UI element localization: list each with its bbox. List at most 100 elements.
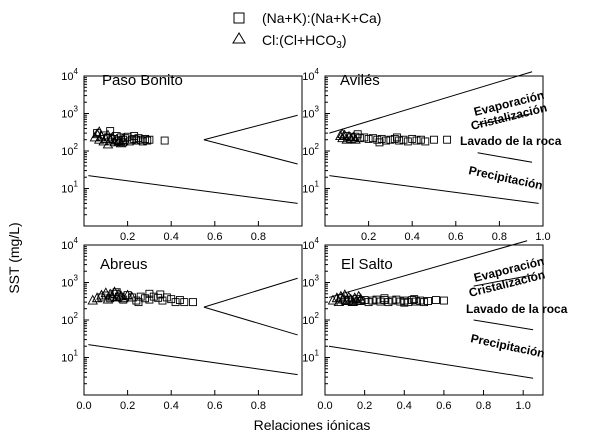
- triangle-point: [333, 296, 345, 307]
- boundary-line: [203, 306, 298, 336]
- triangle-point: [100, 287, 112, 298]
- square-point: [380, 294, 389, 303]
- square-point: [410, 295, 419, 304]
- x-tick-label: 0.0: [76, 400, 91, 412]
- y-tick-label: 103: [302, 105, 319, 121]
- x-tick-label: 0.2: [357, 400, 372, 412]
- y-tick-label-exponent: 3: [74, 274, 79, 283]
- square-point: [430, 135, 438, 144]
- y-tick-label-exponent: 1: [74, 349, 79, 358]
- y-tick-label-base: 10: [61, 278, 73, 290]
- y-tick-label: 101: [61, 180, 78, 196]
- square-point: [404, 298, 413, 307]
- y-tick-label-base: 10: [61, 146, 73, 158]
- y-tick-label-exponent: 2: [74, 311, 79, 320]
- square-point: [149, 292, 158, 301]
- y-tick-label-base: 10: [61, 315, 73, 327]
- y-tick-label: 103: [61, 105, 78, 121]
- square-point: [143, 136, 152, 145]
- triangle-point: [111, 291, 122, 302]
- x-tick-label: 0.4: [164, 231, 179, 243]
- x-ticks: [368, 221, 544, 226]
- y-tick-label: 102: [61, 311, 78, 327]
- legend-square-marker: [233, 12, 245, 24]
- triangle-point: [115, 290, 127, 301]
- y-tick-label-base: 10: [61, 109, 73, 121]
- x-tick-label: 0.6: [207, 400, 222, 412]
- square-point: [156, 290, 165, 299]
- triangle-point: [91, 128, 103, 139]
- square-point: [141, 134, 149, 143]
- x-tick-label: 0.4: [405, 231, 420, 243]
- data-points: [327, 289, 448, 307]
- x-axis-title: Relaciones iónicas: [254, 417, 371, 433]
- triangle-point: [91, 292, 103, 303]
- boundary-lines: [328, 240, 534, 379]
- square-point: [390, 134, 399, 143]
- triangle-point: [102, 138, 114, 149]
- square-point: [386, 135, 395, 144]
- legend-triangle-marker: [232, 32, 246, 44]
- y-axis-title: SST (mg/L): [6, 222, 22, 293]
- boundary-line: [473, 274, 534, 287]
- square-point: [373, 135, 382, 144]
- triangle-point: [109, 136, 120, 147]
- x-tick-labels: 0.2 0.4 0.6 0.8: [120, 231, 266, 243]
- y-tick-label: 103: [61, 274, 78, 290]
- square-point: [136, 292, 145, 301]
- square-point: [416, 135, 425, 144]
- square-point: [443, 135, 452, 144]
- square-point: [132, 136, 141, 145]
- y-ticks: [325, 77, 330, 227]
- square-point: [189, 298, 197, 307]
- y-tick-label-base: 10: [61, 353, 73, 365]
- y-tick-label-base: 10: [302, 240, 314, 252]
- triangle-point: [94, 126, 105, 137]
- x-tick-label: 0.8: [492, 231, 507, 243]
- y-tick-label-base: 10: [61, 184, 73, 196]
- square-point: [368, 296, 377, 305]
- triangle-point: [353, 290, 364, 301]
- y-tick-label: 102: [61, 142, 78, 158]
- square-point: [403, 137, 412, 146]
- x-ticks: [127, 221, 259, 226]
- x-tick-labels: 0.0 0.2 0.4 0.6 0.8 1.0: [317, 400, 530, 412]
- square-point: [369, 134, 377, 143]
- triangle-point: [345, 293, 357, 304]
- triangle-point: [355, 293, 366, 304]
- panel-title: El Salto: [341, 256, 393, 273]
- x-tick-label: 0.4: [164, 400, 179, 412]
- square-point: [180, 298, 189, 307]
- square-point: [380, 296, 389, 305]
- square-point: [420, 298, 429, 307]
- y-tick-label-exponent: 2: [315, 142, 320, 151]
- triangle-point: [98, 135, 109, 146]
- y-tick-label-base: 10: [302, 71, 314, 83]
- boundary-line: [88, 175, 298, 204]
- x-tick-label: 0.6: [436, 400, 451, 412]
- square-point: [421, 137, 430, 146]
- square-point: [175, 296, 184, 305]
- triangle-point: [117, 292, 129, 303]
- x-tick-label: 0.2: [120, 231, 135, 243]
- x-tick-label: 1.0: [535, 231, 550, 243]
- y-tick-label: 101: [61, 349, 78, 365]
- triangle-point: [87, 294, 98, 305]
- square-point: [160, 136, 169, 145]
- triangle-point: [102, 293, 114, 304]
- square-point: [372, 295, 381, 304]
- y-tick-label-exponent: 4: [74, 67, 79, 76]
- boundary-lines: [88, 277, 298, 376]
- triangle-point: [126, 291, 138, 302]
- x-ticks: [83, 390, 259, 395]
- y-tick-label-exponent: 1: [74, 180, 79, 189]
- boundary-line: [329, 71, 533, 134]
- y-tick-label-exponent: 2: [315, 311, 320, 320]
- boundary-line: [473, 319, 534, 331]
- triangle-point: [117, 134, 129, 145]
- y-tick-label-exponent: 1: [315, 180, 320, 189]
